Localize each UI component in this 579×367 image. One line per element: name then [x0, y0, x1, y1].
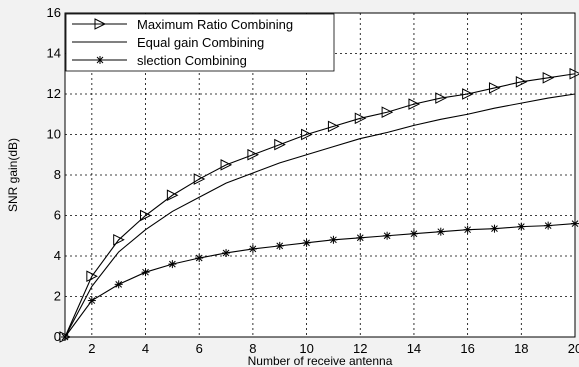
data-point: [408, 98, 421, 110]
y-tick-label: 2: [54, 289, 61, 304]
x-tick-label: 18: [514, 341, 528, 356]
data-point: [248, 244, 257, 253]
data-point: [462, 88, 474, 100]
x-axis-label: Number of receive antenna: [248, 354, 393, 367]
series-line: [64, 93, 576, 338]
data-point: [383, 231, 392, 240]
data-point: [220, 159, 233, 171]
data-point: [354, 112, 367, 125]
data-point: [327, 120, 340, 133]
x-tick-label: 12: [353, 341, 367, 356]
data-point: [113, 233, 125, 246]
legend-entry: Equal gain Combining: [72, 35, 264, 50]
data-point: [544, 221, 553, 230]
legend-label: slection Combining: [137, 53, 247, 68]
data-point: [168, 260, 177, 269]
data-point: [569, 67, 579, 80]
x-tick-label: 14: [407, 341, 421, 356]
data-point: [409, 229, 418, 238]
data-point: [488, 82, 501, 94]
data-point: [195, 254, 204, 263]
data-point: [247, 148, 260, 161]
data-point: [61, 333, 69, 341]
y-tick-label: 12: [47, 86, 61, 101]
legend-label: Maximum Ratio Combining: [137, 17, 293, 32]
series-3: [61, 219, 579, 341]
y-tick-label: 8: [54, 167, 61, 182]
data-point: [571, 219, 579, 228]
y-tick-label: 4: [54, 248, 61, 263]
data-point: [166, 189, 179, 202]
y-tick-label: 16: [47, 5, 61, 20]
data-point: [436, 227, 445, 236]
data-point: [222, 248, 231, 257]
legend: Maximum Ratio Combining Equal gain Combin…: [65, 13, 335, 72]
data-point: [114, 280, 123, 289]
data-point: [193, 173, 206, 185]
legend-label: Equal gain Combining: [137, 35, 264, 50]
y-tick-label: 6: [54, 208, 61, 223]
data-point: [329, 235, 338, 244]
data-point: [517, 222, 526, 231]
series-line: [64, 223, 576, 338]
data-point: [141, 268, 150, 277]
data-point: [356, 233, 365, 242]
y-tick-label: 10: [47, 127, 61, 142]
data-point: [381, 106, 394, 119]
series-1: [59, 67, 579, 343]
data-point: [463, 225, 472, 234]
series-line: [64, 73, 576, 338]
data-point: [87, 296, 96, 305]
x-tick-label: 20: [568, 341, 579, 356]
data-point: [275, 241, 284, 250]
tick-labels: 2 4 6 8 10 12 14 16 18 20 0 2 4 6 8 10 12 14 16: [47, 5, 579, 356]
data-point: [140, 209, 152, 222]
data-point: [301, 128, 313, 141]
y-axis-label: SNR gain(dB): [6, 138, 20, 212]
data-point: [274, 138, 286, 151]
x-tick-label: 2: [88, 341, 95, 356]
legend-marker: [96, 56, 104, 64]
x-tick-label: 6: [196, 341, 203, 356]
series-2: [64, 93, 576, 338]
y-tick-label: 14: [47, 46, 61, 61]
x-tick-label: 8: [249, 341, 256, 356]
x-tick-label: 16: [460, 341, 474, 356]
x-tick-label: 10: [299, 341, 313, 356]
legend-marker: [94, 18, 107, 30]
data-point: [302, 238, 311, 247]
y-tick-label: 0: [54, 329, 61, 344]
data-point: [435, 92, 447, 104]
data-point: [490, 224, 499, 233]
legend-entry: Maximum Ratio Combining: [72, 17, 293, 32]
grid-lines: [65, 13, 575, 337]
x-tick-label: 4: [142, 341, 149, 356]
data-point: [515, 76, 528, 88]
data-point: [542, 71, 555, 84]
legend-entry: slection Combining: [72, 53, 247, 68]
series-layer: [59, 67, 579, 343]
data-point: [86, 270, 98, 283]
